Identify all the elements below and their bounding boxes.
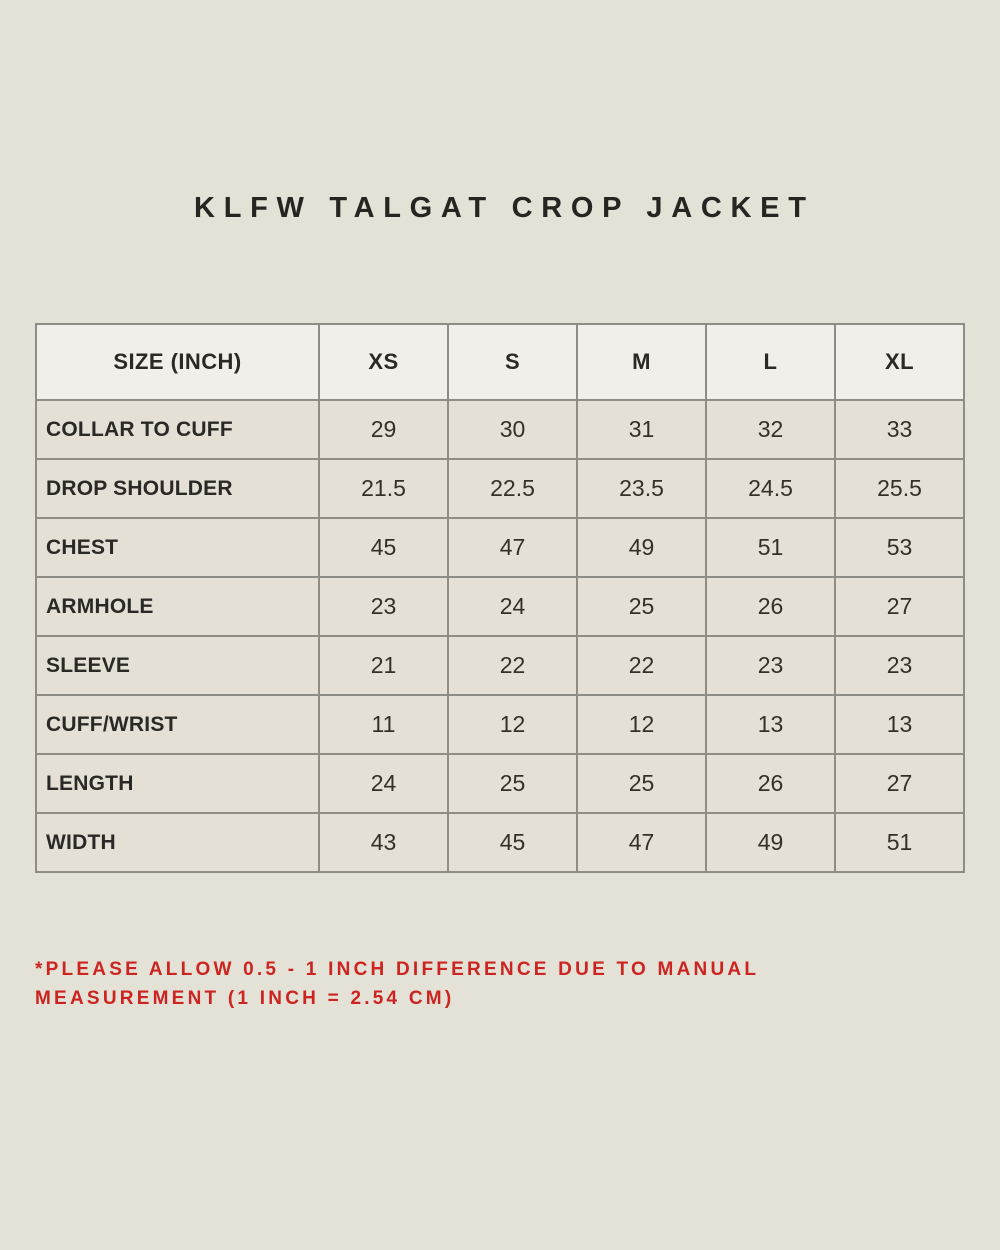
cell-value: 51 xyxy=(705,517,836,578)
cell-value: 24.5 xyxy=(705,458,836,519)
cell-value: 21.5 xyxy=(318,458,449,519)
cell-value: 23 xyxy=(834,635,965,696)
table-header-row: SIZE (INCH) XS S M L XL xyxy=(35,323,965,401)
size-chart-table: SIZE (INCH) XS S M L XL COLLAR TO CUFF 2… xyxy=(35,323,965,873)
header-l: L xyxy=(705,323,836,401)
table-row: DROP SHOULDER 21.5 22.5 23.5 24.5 25.5 xyxy=(35,458,965,519)
cell-value: 45 xyxy=(318,517,449,578)
cell-value: 25 xyxy=(576,576,707,637)
cell-value: 25 xyxy=(447,753,578,814)
cell-value: 22 xyxy=(576,635,707,696)
cell-value: 51 xyxy=(834,812,965,873)
cell-value: 49 xyxy=(705,812,836,873)
row-label: CUFF/WRIST xyxy=(35,694,320,755)
cell-value: 24 xyxy=(318,753,449,814)
cell-value: 25.5 xyxy=(834,458,965,519)
cell-value: 23.5 xyxy=(576,458,707,519)
cell-value: 29 xyxy=(318,399,449,460)
row-label: COLLAR TO CUFF xyxy=(35,399,320,460)
cell-value: 23 xyxy=(318,576,449,637)
cell-value: 30 xyxy=(447,399,578,460)
cell-value: 22.5 xyxy=(447,458,578,519)
header-m: M xyxy=(576,323,707,401)
cell-value: 13 xyxy=(705,694,836,755)
header-xl: XL xyxy=(834,323,965,401)
cell-value: 12 xyxy=(576,694,707,755)
cell-value: 12 xyxy=(447,694,578,755)
cell-value: 13 xyxy=(834,694,965,755)
row-label: WIDTH xyxy=(35,812,320,873)
row-label: SLEEVE xyxy=(35,635,320,696)
table-row: LENGTH 24 25 25 26 27 xyxy=(35,753,965,814)
cell-value: 24 xyxy=(447,576,578,637)
cell-value: 11 xyxy=(318,694,449,755)
table-row: CHEST 45 47 49 51 53 xyxy=(35,517,965,578)
table-row: ARMHOLE 23 24 25 26 27 xyxy=(35,576,965,637)
table-row: COLLAR TO CUFF 29 30 31 32 33 xyxy=(35,399,965,460)
header-xs: XS xyxy=(318,323,449,401)
measurement-disclaimer: *PLEASE ALLOW 0.5 - 1 INCH DIFFERENCE DU… xyxy=(35,959,759,1010)
cell-value: 31 xyxy=(576,399,707,460)
cell-value: 32 xyxy=(705,399,836,460)
cell-value: 26 xyxy=(705,576,836,637)
cell-value: 33 xyxy=(834,399,965,460)
table-row: WIDTH 43 45 47 49 51 xyxy=(35,812,965,873)
cell-value: 49 xyxy=(576,517,707,578)
cell-value: 53 xyxy=(834,517,965,578)
cell-value: 45 xyxy=(447,812,578,873)
table-row: SLEEVE 21 22 22 23 23 xyxy=(35,635,965,696)
cell-value: 27 xyxy=(834,753,965,814)
row-label: CHEST xyxy=(35,517,320,578)
cell-value: 43 xyxy=(318,812,449,873)
cell-value: 47 xyxy=(447,517,578,578)
row-label: DROP SHOULDER xyxy=(35,458,320,519)
cell-value: 26 xyxy=(705,753,836,814)
row-label: ARMHOLE xyxy=(35,576,320,637)
page-title: KLFW TALGAT CROP JACKET xyxy=(194,192,815,224)
cell-value: 25 xyxy=(576,753,707,814)
header-size-inch: SIZE (INCH) xyxy=(35,323,320,401)
cell-value: 21 xyxy=(318,635,449,696)
table-row: CUFF/WRIST 11 12 12 13 13 xyxy=(35,694,965,755)
cell-value: 47 xyxy=(576,812,707,873)
header-s: S xyxy=(447,323,578,401)
cell-value: 23 xyxy=(705,635,836,696)
cell-value: 22 xyxy=(447,635,578,696)
cell-value: 27 xyxy=(834,576,965,637)
row-label: LENGTH xyxy=(35,753,320,814)
